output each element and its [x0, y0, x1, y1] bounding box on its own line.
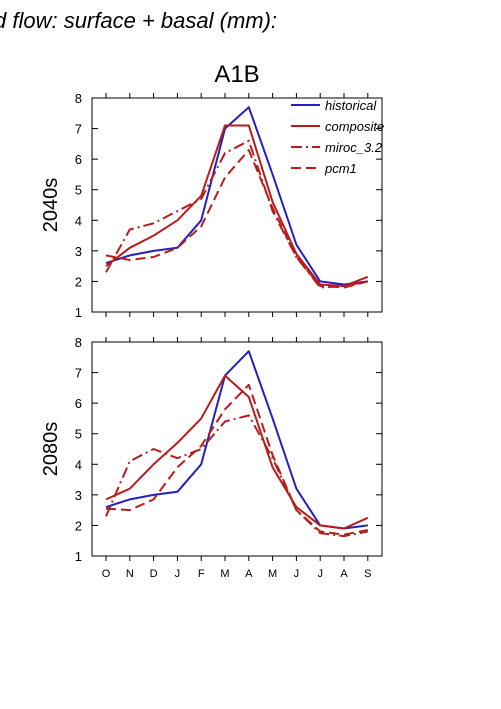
panel-2080s: 1 2 3 4 5 6 7 8 O N D J F M A M J J A S 2080s [40, 335, 383, 580]
y-tick-label: 4 [75, 213, 82, 228]
x-tick-label: A [340, 568, 348, 580]
legend-label: historical [325, 98, 377, 113]
x-tick-label: O [102, 568, 111, 580]
series-line-historical [105, 106, 368, 286]
y-tick-label: 4 [75, 457, 82, 472]
y-tick-label: 6 [75, 396, 82, 411]
x-tick-label: S [364, 568, 371, 580]
row-label: 2040s [40, 178, 62, 233]
legend-label: pcm1 [324, 161, 357, 176]
y-tick-label: 6 [75, 152, 82, 167]
series-line-historical [105, 350, 368, 530]
y-tick-label: 7 [75, 122, 82, 137]
series-line-composite [105, 124, 369, 287]
x-tick-label: J [175, 568, 181, 580]
row-label: 2080s [40, 422, 62, 477]
legend-label: composite [325, 119, 384, 134]
x-tick-label: A [245, 568, 253, 580]
y-tick-label: 3 [75, 244, 82, 259]
y-tick-label: 5 [75, 427, 82, 442]
y-tick-label: 5 [75, 183, 82, 198]
scenario-label: A1B [214, 61, 259, 88]
y-tick-label: 3 [75, 488, 82, 503]
x-tick-label: J [317, 568, 323, 580]
series-line-miroc-3-2 [105, 139, 368, 289]
plot-frame [91, 97, 383, 313]
x-tick-label: D [150, 568, 158, 580]
figure-title: d flow: surface + basal (mm): [0, 8, 277, 33]
series-line-pcm1 [105, 383, 368, 536]
panel-2040s: 1 2 3 4 5 6 7 8 2040s [40, 91, 383, 320]
legend-label: miroc_3.2 [325, 140, 383, 155]
y-tick-label: 7 [75, 366, 82, 381]
series-line-miroc-3-2 [105, 414, 368, 538]
plot-frame [91, 341, 383, 557]
x-tick-label: M [220, 568, 229, 580]
y-tick-label: 8 [75, 335, 82, 350]
x-tick-label: N [126, 568, 134, 580]
x-tick-label: F [198, 568, 205, 580]
y-tick-label: 2 [75, 274, 82, 289]
x-tick-label: M [268, 568, 277, 580]
y-tick-label: 8 [75, 91, 82, 106]
series-line-composite [105, 374, 369, 530]
y-tick-label: 2 [75, 518, 82, 533]
y-tick-label: 1 [75, 305, 82, 320]
x-tick-label: J [294, 568, 300, 580]
legend: historical composite miroc_3.2 pcm1 [291, 98, 384, 176]
y-tick-label: 1 [75, 549, 82, 564]
